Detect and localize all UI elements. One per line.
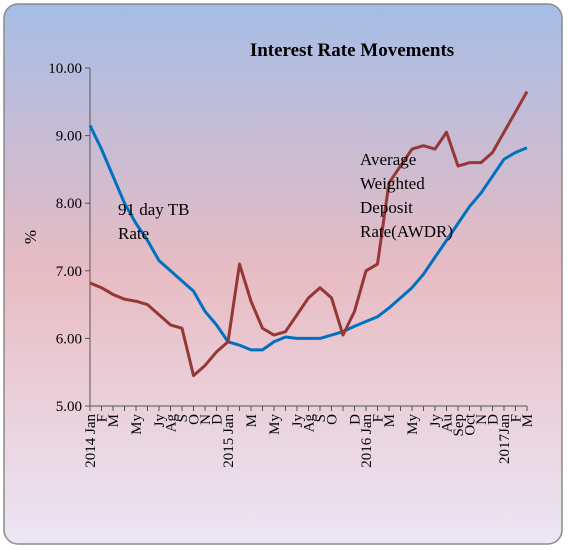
x-tick-label: M xyxy=(382,414,398,427)
annotation: Rate xyxy=(118,224,149,243)
y-tick-label: 6.00 xyxy=(56,331,82,347)
y-tick-label: 7.00 xyxy=(56,264,82,280)
x-tick-label: M xyxy=(244,414,260,427)
x-tick-label: Ag xyxy=(164,414,180,433)
x-tick-label: Jy xyxy=(428,414,444,428)
x-tick-label: O xyxy=(325,414,341,425)
x-tick-label: D xyxy=(348,414,364,425)
x-tick-label: Sep xyxy=(451,414,467,437)
x-tick-label: D xyxy=(486,414,502,425)
x-tick-label: My xyxy=(267,414,283,435)
x-tick-label: Oct xyxy=(463,413,479,435)
x-tick-label: S xyxy=(175,414,191,422)
y-tick-label: 8.00 xyxy=(56,196,82,212)
chart-title: Interest Rate Movements xyxy=(250,40,454,61)
x-tick-label: Au xyxy=(440,414,456,433)
x-tick-label: S xyxy=(313,414,329,422)
y-tick-label: 9.00 xyxy=(56,129,82,145)
annotation: 91 day TB xyxy=(118,200,189,219)
annotation: Deposit xyxy=(360,198,413,217)
x-tick-label: N xyxy=(474,414,490,425)
annotation: Weighted xyxy=(360,174,425,193)
chart-background xyxy=(3,3,563,545)
x-tick-label: My xyxy=(129,414,145,435)
x-tick-label: My xyxy=(405,414,421,435)
line-series xyxy=(88,124,528,352)
x-tick-label: Ag xyxy=(302,414,318,433)
x-tick-label: F xyxy=(95,414,111,422)
x-tick-label: M xyxy=(106,414,122,427)
line-series xyxy=(89,90,529,378)
y-axis-label: % xyxy=(21,230,40,244)
x-tick-label: F xyxy=(509,414,525,422)
x-tick-label: F xyxy=(371,414,387,422)
x-tick-label: O xyxy=(187,414,203,425)
x-tick-label: D xyxy=(210,414,226,425)
annotation: Rate(AWDR) xyxy=(360,222,453,241)
x-tick-label: Jy xyxy=(290,414,306,428)
x-tick-label: 2016 Jan xyxy=(359,414,375,468)
x-tick-label: M xyxy=(520,414,536,427)
y-tick-label: 10.00 xyxy=(48,61,82,77)
x-tick-label: Jy xyxy=(152,414,168,428)
x-tick-label: 2014 Jan xyxy=(83,414,99,468)
annotation: Average xyxy=(360,150,416,169)
x-tick-label: 2015 Jan xyxy=(221,414,237,468)
x-tick-label: 2017Jan xyxy=(497,414,513,464)
x-tick-label: N xyxy=(198,414,214,425)
y-tick-label: 5.00 xyxy=(56,399,82,415)
